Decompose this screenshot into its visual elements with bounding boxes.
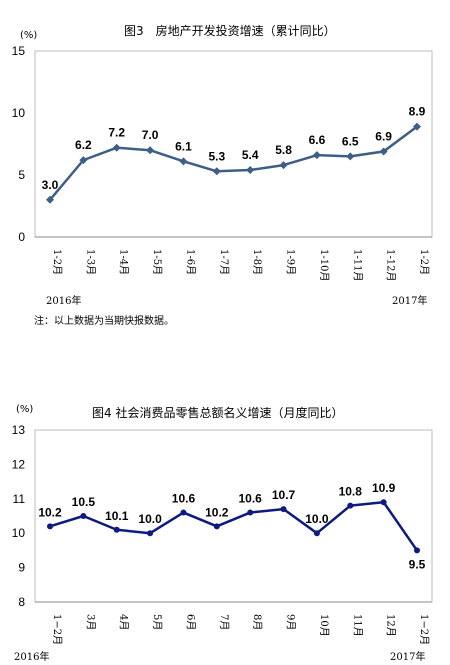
x-tick-label: 7月: [218, 614, 230, 630]
data-point: [46, 195, 54, 204]
data-label: 10.8: [339, 485, 363, 499]
y-tick-label: 15: [12, 44, 26, 58]
data-point: [313, 530, 320, 537]
x-tick-label: 1-12月: [385, 249, 397, 281]
data-label: 6.6: [309, 133, 326, 147]
data-label: 5.3: [208, 149, 225, 163]
x-tick-label: 1-10月: [318, 249, 330, 281]
data-label: 10.9: [372, 481, 396, 495]
data-point: [413, 122, 421, 131]
data-point: [279, 161, 288, 170]
chart-plot: 8 9 10 11 12 13 1−2月 3月 4月 5月 6月 7月 8月 9月 10月 11月 12月 1−2…: [12, 423, 433, 645]
chart-note: 注：以上数据为当期快报数据。: [34, 316, 174, 327]
plot-frame: [34, 50, 433, 238]
data-label: 6.5: [342, 134, 359, 148]
y-tick-label: 10: [12, 106, 26, 120]
chart-title: 图4 社会消费品零售总额名义增速（月度同比）: [92, 406, 344, 420]
year-end-label: 2017年: [392, 296, 428, 307]
data-label: 6.9: [375, 129, 392, 143]
x-tick-label: 1-4月: [118, 249, 130, 275]
series-line: [49, 125, 418, 201]
x-tick-label: 1-8月: [251, 249, 263, 275]
y-tick-label: 9: [18, 561, 25, 575]
data-point: [113, 526, 120, 533]
data-label: 10.0: [305, 512, 329, 526]
x-tick-label: 1-9月: [285, 249, 297, 275]
x-tick-label: 12月: [385, 614, 397, 637]
data-point: [146, 146, 155, 155]
data-point: [213, 523, 220, 530]
x-tick-label: 1-11月: [351, 249, 363, 281]
data-point: [347, 502, 354, 509]
data-point: [179, 157, 188, 166]
chart-plot: 0 5 10 15 1-2月 1-3月 1-4月 1-5月 1-6月 1-7月 1-8月 1-9月 1-…: [12, 44, 433, 281]
data-point: [346, 152, 355, 161]
data-point: [79, 156, 88, 165]
x-tick-label: 1−2月: [51, 614, 63, 645]
x-tick-label: 5月: [151, 614, 163, 630]
data-point: [80, 513, 87, 519]
data-point: [379, 147, 388, 156]
series-line: [49, 500, 419, 552]
chart-title: 图3 房地产开发投资增速（累计同比）: [124, 24, 336, 38]
data-label: 10.5: [72, 495, 96, 509]
data-label: 5.4: [242, 148, 259, 162]
data-point: [246, 166, 255, 175]
x-tick-label: 1-2月: [418, 249, 430, 275]
x-tick-label: 4月: [118, 614, 130, 630]
data-label: 7.0: [142, 128, 159, 142]
data-point: [280, 506, 287, 513]
y-tick-label: 0: [18, 230, 25, 244]
data-point: [147, 530, 154, 537]
y-tick-label: 11: [13, 492, 26, 506]
y-tick-label: 10: [12, 526, 26, 540]
data-point: [180, 509, 187, 516]
chart-real-estate-investment: 图3 房地产开发投资增速（累计同比） (%) 0 5 10 15 1-2月 1-3月 1-4…: [12, 24, 433, 327]
data-label: 6.2: [75, 138, 92, 152]
data-label: 10.6: [172, 492, 196, 506]
data-label: 10.7: [272, 488, 296, 502]
data-label: 7.2: [108, 126, 125, 140]
y-tick-label: 12: [12, 457, 26, 471]
x-tick-label: 1-7月: [218, 249, 230, 275]
x-tick-label: 1-2月: [51, 249, 63, 275]
y-tick-label: 5: [18, 168, 25, 182]
y-axis-unit: (%): [16, 404, 34, 415]
data-point: [414, 547, 420, 554]
year-start-label: 2016年: [14, 652, 50, 663]
x-tick-label: 3月: [84, 614, 96, 630]
data-label: 5.8: [275, 143, 292, 157]
data-label: 8.9: [409, 105, 426, 119]
x-tick-label: 6月: [184, 614, 196, 630]
plot-frame: [34, 429, 433, 603]
data-point: [247, 509, 254, 516]
data-label: 10.2: [38, 505, 62, 519]
x-tick-label: 9月: [285, 614, 297, 630]
data-label: 6.1: [175, 139, 192, 153]
data-label: 10.6: [239, 492, 263, 506]
data-label: 3.0: [42, 178, 59, 192]
y-axis-unit: (%): [20, 30, 38, 41]
x-tick-label: 1-6月: [184, 249, 196, 275]
x-tick-label: 11月: [351, 614, 363, 637]
data-point: [312, 151, 321, 160]
data-point: [47, 523, 53, 530]
year-end-label: 2017年: [390, 652, 426, 663]
x-tick-label: 1−2月: [418, 614, 430, 645]
x-tick-label: 10月: [318, 614, 330, 637]
data-point: [212, 167, 221, 176]
data-label: 10.2: [205, 505, 229, 519]
data-label: 9.5: [409, 557, 426, 571]
data-point: [380, 499, 387, 506]
data-point: [112, 143, 121, 152]
y-tick-label: 8: [18, 595, 25, 609]
y-tick-label: 13: [12, 423, 26, 437]
data-label: 10.0: [138, 512, 162, 526]
data-label: 10.1: [105, 509, 129, 523]
chart-retail-sales-growth: 图4 社会消费品零售总额名义增速（月度同比） (%) 8 9 10 11 12 13 1−2…: [0, 395, 450, 665]
x-tick-label: 1-5月: [151, 249, 163, 275]
x-tick-label: 1-3月: [84, 249, 96, 275]
x-tick-label: 8月: [251, 614, 263, 630]
year-start-label: 2016年: [46, 296, 82, 307]
